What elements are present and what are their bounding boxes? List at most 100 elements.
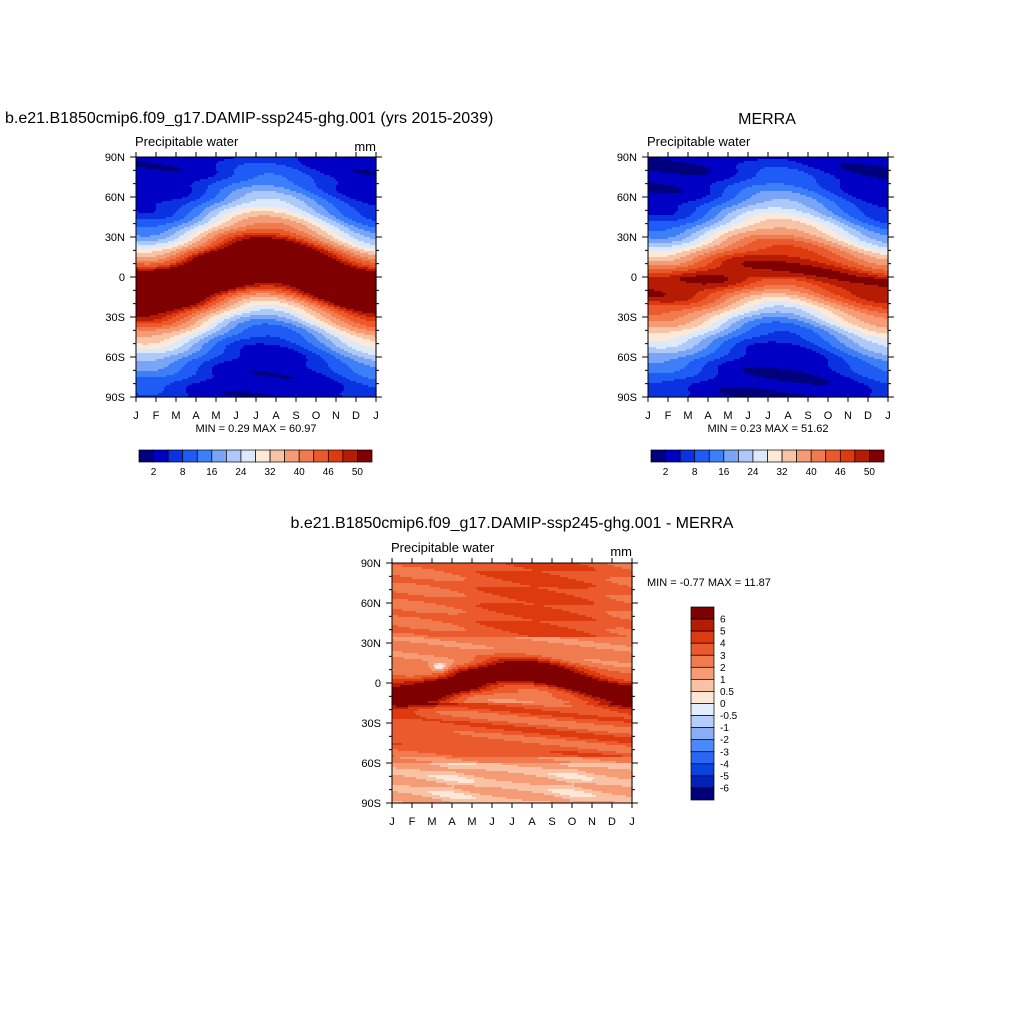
field-cell (322, 315, 333, 318)
field-cell (648, 255, 669, 258)
field-cell (802, 211, 819, 214)
field-cell (718, 237, 729, 240)
field-cell (212, 301, 221, 304)
field-cell (322, 189, 337, 192)
field-cell (684, 231, 697, 234)
field-cell (552, 715, 599, 718)
field-cell (828, 365, 851, 368)
field-cell (350, 367, 377, 370)
field-cell (392, 725, 471, 728)
field-cell (170, 267, 357, 270)
field-cell (718, 367, 745, 370)
field-cell (844, 191, 889, 194)
field-cell (720, 331, 733, 334)
field-cell (830, 343, 845, 346)
field-cell (354, 225, 369, 228)
field-cell (312, 299, 319, 302)
field-cell (186, 321, 197, 324)
field-cell (700, 329, 715, 332)
field-cell (558, 625, 633, 628)
field-cell (800, 345, 819, 348)
field-cell (340, 393, 377, 396)
field-cell (876, 263, 889, 266)
field-cell (136, 309, 175, 312)
field-cell (216, 173, 235, 176)
field-cell (392, 735, 473, 738)
field-cell (830, 191, 845, 194)
field-cell (336, 207, 355, 210)
field-cell (864, 347, 889, 350)
field-cell (370, 339, 377, 342)
field-cell (694, 211, 709, 214)
field-cell (304, 201, 317, 204)
field-cell (318, 203, 333, 206)
field-cell (314, 215, 325, 218)
field-cell (442, 663, 447, 666)
field-cell (822, 319, 835, 322)
field-cell (422, 795, 441, 798)
field-cell (740, 357, 827, 360)
field-cell (224, 299, 231, 302)
field-cell (334, 237, 345, 240)
field-cell (742, 369, 793, 372)
field-cell (488, 665, 559, 668)
field-cell (204, 303, 209, 306)
field-cell (226, 347, 243, 350)
field-cell (204, 253, 325, 256)
field-cell (830, 283, 865, 286)
field-cell (702, 315, 715, 318)
field-cell (568, 577, 611, 580)
field-cell (202, 355, 219, 358)
field-cell (136, 255, 157, 258)
field-cell (584, 581, 613, 584)
field-cell (618, 583, 633, 586)
field-cell (342, 193, 377, 196)
field-cell (316, 169, 351, 172)
field-cell (180, 319, 191, 322)
field-cell (218, 335, 233, 338)
field-cell (790, 297, 807, 300)
field-cell (136, 231, 165, 234)
field-cell (440, 795, 473, 798)
field-cell (570, 611, 607, 614)
field-cell (834, 329, 845, 332)
field-cell (202, 211, 211, 214)
field-cell (392, 683, 415, 686)
field-cell (136, 335, 153, 338)
field-cell (198, 215, 207, 218)
field-cell (612, 615, 633, 618)
field-cell (362, 337, 377, 340)
field-cell (216, 311, 225, 314)
field-cell (842, 305, 855, 308)
field-cell (136, 215, 173, 218)
field-cell (852, 339, 867, 342)
field-cell (648, 377, 687, 380)
field-cell (578, 697, 591, 700)
field-cell (298, 229, 313, 232)
field-cell (470, 691, 483, 694)
colorbar-label: 4 (720, 639, 726, 650)
field-cell (298, 185, 317, 188)
field-cell (208, 221, 217, 224)
field-cell (628, 713, 633, 716)
field-cell (648, 185, 675, 188)
field-cell (852, 171, 889, 174)
field-cell (724, 301, 737, 304)
field-cell (222, 339, 241, 342)
field-cell (704, 253, 717, 256)
field-cell (340, 229, 351, 232)
field-cell (874, 335, 889, 338)
field-cell (392, 751, 419, 754)
field-cell (314, 335, 325, 338)
field-cell (340, 211, 359, 214)
field-cell (736, 329, 751, 332)
field-cell (156, 329, 181, 332)
field-cell (736, 209, 755, 212)
field-cell (702, 309, 719, 312)
field-cell (310, 175, 331, 178)
field-cell (224, 361, 307, 364)
field-cell (216, 331, 229, 334)
field-cell (198, 221, 209, 224)
field-cell (820, 353, 835, 356)
field-cell (136, 289, 229, 292)
